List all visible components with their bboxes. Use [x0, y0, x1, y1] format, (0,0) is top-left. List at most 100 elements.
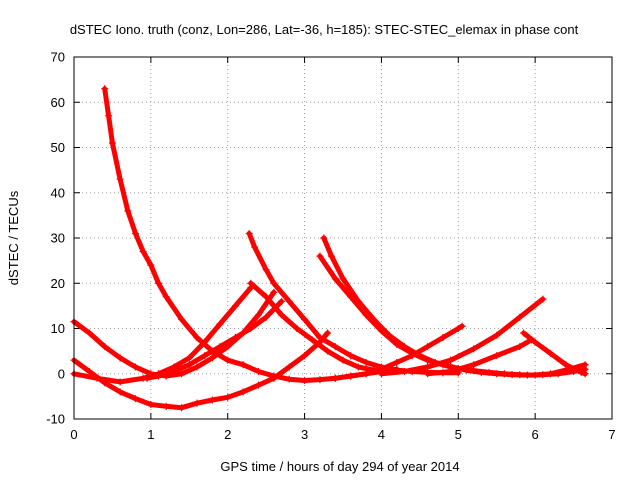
- data-point: [147, 401, 155, 409]
- series-line: [321, 235, 588, 378]
- data-point: [108, 139, 116, 147]
- data-point: [339, 275, 347, 283]
- data-point: [408, 352, 416, 360]
- series-line: [144, 298, 284, 381]
- data-point: [293, 325, 301, 332]
- data-point: [278, 297, 286, 305]
- series-line: [246, 231, 461, 376]
- data-point: [131, 229, 139, 237]
- series-line: [332, 323, 465, 381]
- data-point: [493, 352, 501, 360]
- data-point: [301, 352, 309, 360]
- data-point: [547, 370, 555, 378]
- data-point: [270, 288, 278, 296]
- data-point: [485, 368, 493, 376]
- data-point: [354, 363, 362, 371]
- grid-lines: [74, 57, 612, 419]
- data-point: [500, 370, 508, 378]
- data-point: [247, 325, 255, 332]
- data-point: [285, 363, 293, 371]
- data-point: [193, 363, 201, 371]
- data-point: [331, 275, 339, 283]
- data-point: [362, 311, 370, 319]
- data-point: [193, 334, 201, 342]
- x-tick-label: 1: [147, 427, 154, 442]
- data-point: [324, 329, 332, 337]
- data-point: [520, 329, 528, 337]
- data-point: [320, 234, 328, 242]
- y-axis-label: dSTEC / TECUs: [6, 190, 21, 285]
- data-point: [327, 252, 335, 260]
- data-point: [270, 374, 278, 382]
- data-point: [516, 371, 524, 379]
- data-point: [581, 370, 589, 378]
- x-tick-label: 7: [608, 427, 615, 442]
- data-point: [439, 334, 447, 342]
- data-point: [254, 367, 262, 375]
- series-arc-left-low: [70, 329, 332, 412]
- data-point: [155, 279, 163, 287]
- data-point: [278, 311, 286, 319]
- series-arc-rise-d: [377, 295, 547, 378]
- chart-title: dSTEC Iono. truth (conz, Lon=286, Lat=-3…: [70, 22, 579, 37]
- data-point: [285, 375, 293, 383]
- data-point: [208, 354, 216, 362]
- data-point: [124, 207, 132, 215]
- y-tick-label: 20: [51, 276, 65, 291]
- y-tick-label: 40: [51, 185, 65, 200]
- data-point: [139, 248, 147, 256]
- data-point: [131, 395, 139, 403]
- data-point: [424, 343, 432, 351]
- data-point: [216, 343, 224, 351]
- data-point: [516, 313, 524, 321]
- data-point: [116, 388, 124, 396]
- data-point: [162, 293, 170, 301]
- series-line: [71, 330, 331, 411]
- data-point: [539, 295, 547, 303]
- data-point: [308, 336, 316, 344]
- data-point: [470, 367, 478, 375]
- data-point: [178, 370, 186, 378]
- data-point: [493, 331, 501, 339]
- data-point: [531, 371, 539, 379]
- x-tick-label: 5: [455, 427, 462, 442]
- data-point: [170, 367, 178, 375]
- data-point: [101, 85, 109, 93]
- series-line: [248, 280, 384, 374]
- data-point: [424, 370, 432, 378]
- series-line: [378, 296, 546, 377]
- x-tick-label: 3: [301, 427, 308, 442]
- data-point: [178, 404, 186, 412]
- data-point: [201, 352, 209, 360]
- data-point: [116, 175, 124, 183]
- data-point: [347, 293, 355, 301]
- data-point: [331, 374, 339, 382]
- data-point: [362, 358, 370, 366]
- data-point: [531, 338, 539, 346]
- x-tick-label: 6: [532, 427, 539, 442]
- data-point: [247, 279, 255, 287]
- data-point: [347, 352, 355, 360]
- data-point: [393, 340, 401, 348]
- data-point: [400, 367, 408, 375]
- data-point: [447, 356, 455, 364]
- y-tick-label: 50: [51, 140, 65, 155]
- series-line: [425, 337, 534, 377]
- data-point: [231, 334, 239, 342]
- x-axis-label: GPS time / hours of day 294 of year 2014: [220, 459, 459, 474]
- data-point: [239, 361, 247, 369]
- data-point: [547, 349, 555, 357]
- plot-area: [70, 85, 589, 412]
- y-tick-label: -10: [46, 412, 65, 427]
- series-line: [71, 285, 254, 385]
- series-arc-late: [520, 329, 589, 378]
- data-point: [85, 367, 93, 375]
- data-point: [216, 320, 224, 328]
- y-axis-ticks: -10 0 10 20 30 40 50 60 70: [46, 50, 612, 427]
- series-arc-rise-c: [331, 322, 466, 382]
- data-point: [251, 243, 259, 251]
- data-point: [185, 354, 193, 362]
- data-point: [301, 377, 309, 385]
- data-point: [105, 112, 113, 120]
- data-point: [316, 252, 324, 260]
